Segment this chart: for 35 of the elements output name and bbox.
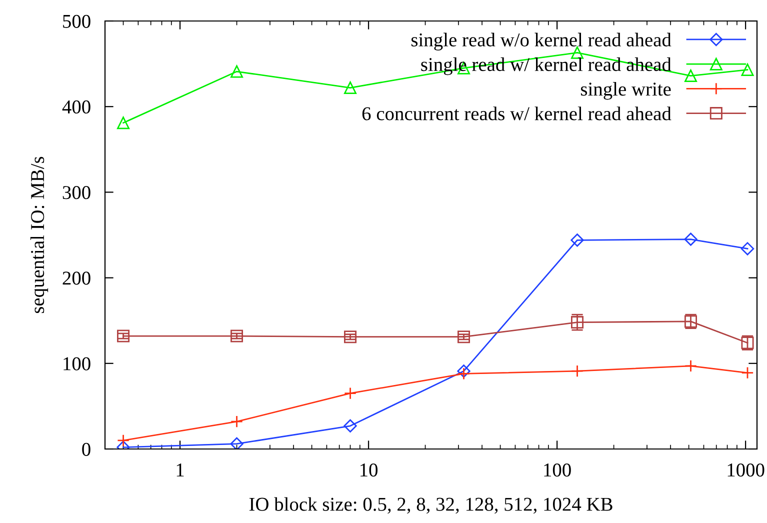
- point: [458, 367, 470, 380]
- point: [230, 65, 244, 78]
- point: [230, 330, 244, 342]
- y-tick-label: 0: [82, 442, 90, 456]
- x-tick-label: 1: [176, 464, 184, 476]
- x-tick-label: 1000: [728, 463, 764, 477]
- y-tick-label: 200: [62, 272, 90, 285]
- point: [344, 330, 357, 344]
- point: [458, 330, 470, 344]
- y-tick-label: 400: [62, 100, 90, 114]
- point: [344, 82, 357, 94]
- legend-label: single read w/o kernel read ahead: [411, 32, 672, 50]
- point: [344, 387, 357, 400]
- point: [570, 234, 584, 247]
- y-tick-label: 500: [63, 14, 90, 28]
- point: [684, 70, 697, 82]
- x-axis-title: IO block size: 0.5, 2, 8, 32, 128, 512, 1024 KB: [249, 497, 612, 514]
- point: [117, 116, 130, 130]
- y-tick-label: 300: [62, 186, 90, 200]
- point: [684, 360, 697, 372]
- x-tick-label: 10: [360, 463, 378, 477]
- point: [571, 364, 584, 378]
- y-axis-title: sequential IO: MB/s: [30, 156, 48, 314]
- point: [571, 316, 584, 329]
- x-tick-label: 100: [544, 463, 571, 477]
- point: [117, 330, 130, 342]
- legend-label: 6 concurrent reads w/ kernel read ahead: [362, 106, 672, 120]
- point: [117, 434, 130, 447]
- point: [230, 415, 244, 428]
- y-tick-label: 100: [64, 357, 90, 370]
- legend-label: single write: [580, 82, 671, 100]
- point: [230, 437, 244, 449]
- point: [684, 232, 698, 246]
- point: [344, 419, 357, 432]
- point: [457, 364, 470, 378]
